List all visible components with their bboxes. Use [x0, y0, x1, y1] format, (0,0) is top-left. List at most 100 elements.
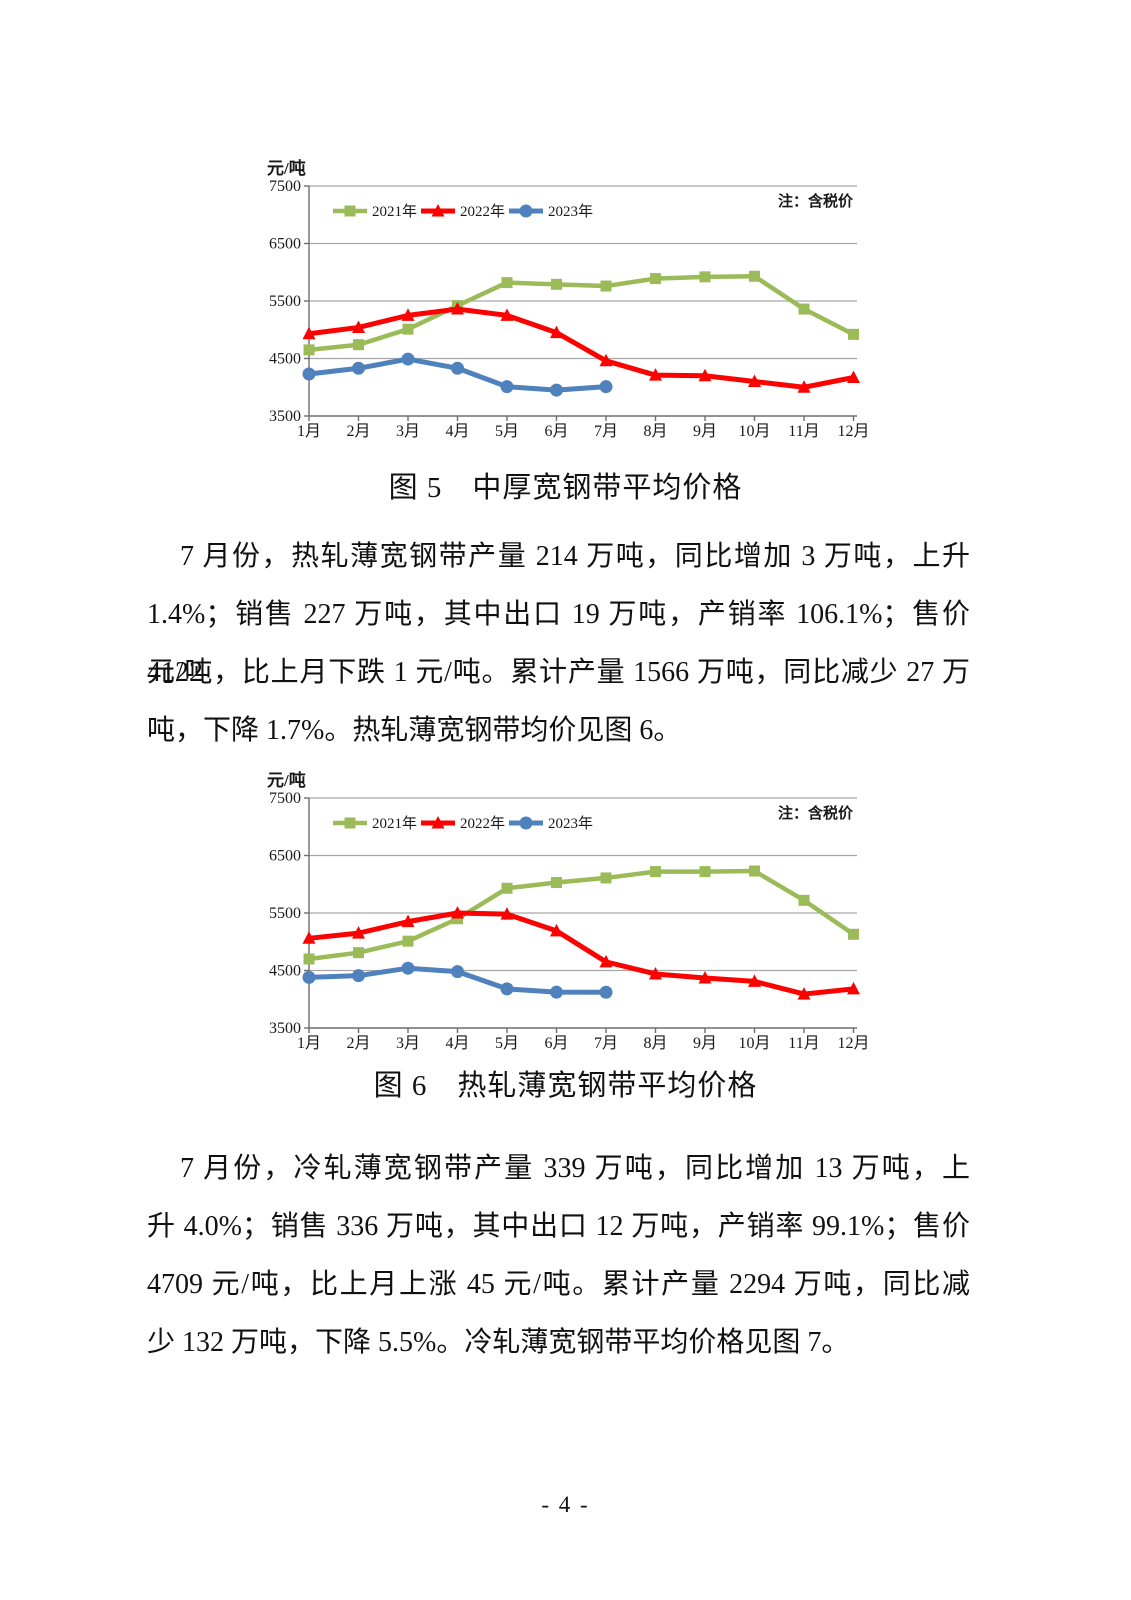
triangle-marker: [352, 926, 365, 939]
circle-marker: [451, 361, 464, 375]
square-marker: [551, 278, 562, 290]
square-marker: [353, 339, 364, 351]
legend-item-2022年: 2022年: [421, 203, 505, 220]
triangle-marker: [698, 368, 712, 382]
figure5-plot-area: 元/吨注：含税价 3500 4500 5500 6500 7500 1月 2月 3月 4月 5月 6月…: [267, 158, 868, 440]
square-marker: [798, 303, 810, 315]
legend-label: 2022年: [460, 815, 505, 832]
triangle-marker: [431, 204, 445, 217]
page-number: - 4 -: [541, 1492, 590, 1517]
square-marker: [501, 277, 513, 289]
circle-marker: [352, 969, 365, 983]
square-marker: [303, 344, 315, 356]
legend-label: 2021年: [372, 815, 417, 832]
circle-marker: [550, 985, 563, 999]
paragraph-line: 7 月份，热轧薄宽钢带产量 214 万吨，同比增加 3 万吨，上升: [180, 541, 970, 572]
figure5-caption-number: 图 5: [388, 472, 443, 504]
x-tick-label: 8月: [643, 423, 667, 440]
paragraph-hot-rolled: 7 月份，热轧薄宽钢带产量 214 万吨，同比增加 3 万吨，上升 1.4%；销…: [147, 528, 970, 760]
square-marker: [303, 953, 315, 965]
paragraph-line: 吨，下降 1.7%。热轧薄宽钢带均价见图 6。: [147, 715, 682, 746]
x-tick-label: 3月: [396, 423, 420, 440]
y-tick-label: 4500: [269, 351, 301, 368]
y-tick-label: 3500: [269, 408, 301, 425]
triangle-marker: [797, 987, 811, 1000]
triangle-marker: [550, 325, 563, 339]
triangle-marker: [550, 923, 563, 937]
square-marker: [551, 877, 562, 889]
x-tick-label: 6月: [544, 1035, 568, 1052]
triangle-marker: [599, 353, 613, 367]
circle-marker: [352, 361, 365, 375]
paragraph-line: 少 132 万吨，下降 5.5%。冷轧薄宽钢带平均价格见图 7。: [147, 1327, 850, 1358]
circle-marker: [451, 965, 464, 979]
series-2022年: [302, 906, 860, 1000]
paragraph-line: 元/吨，比上月下跌 1 元/吨。累计产量 1566 万吨，同比减少 27 万: [147, 657, 970, 688]
x-tick-label: 12月: [837, 1035, 868, 1052]
triangle-marker: [698, 970, 712, 984]
circle-marker: [599, 380, 613, 394]
square-marker: [749, 865, 760, 877]
x-tick-label: 6月: [544, 423, 568, 440]
x-tick-label: 12月: [837, 423, 868, 440]
figure5-chart: 元/吨 注：含税价 3500 4500 5500 6500 7500 1月 2月 3月 4月 5月 6月…: [253, 148, 868, 448]
legend-item-2021年: 2021年: [333, 203, 417, 220]
figure5-caption: 图 5 中厚宽钢带平均价格: [0, 464, 1131, 506]
paragraph-cold-rolled: 7 月份，冷轧薄宽钢带产量 339 万吨，同比增加 13 万吨，上 升 4.0%…: [147, 1140, 970, 1372]
triangle-marker: [451, 906, 464, 919]
y-tick-label: 7500: [269, 790, 301, 807]
x-tick-label: 8月: [643, 1035, 667, 1052]
triangle-marker: [500, 907, 514, 920]
triangle-marker: [352, 320, 365, 333]
triangle-marker: [797, 380, 811, 393]
square-marker: [600, 872, 612, 884]
circle-marker: [500, 380, 514, 394]
paragraph-line: 7 月份，冷轧薄宽钢带产量 339 万吨，同比增加 13 万吨，上: [180, 1153, 970, 1184]
y-tick-label: 7500: [269, 178, 301, 195]
circle-marker: [550, 383, 563, 397]
square-marker: [402, 935, 414, 947]
figure6-plot-area: 元/吨注：含税价 3500 4500 5500 6500 7500 1月 2月 3月 4月 5月 6月…: [267, 770, 868, 1052]
x-tick-label: 1月: [297, 423, 321, 440]
triangle-marker: [649, 966, 662, 980]
triangle-marker: [649, 368, 662, 381]
y-tick-label: 6500: [269, 848, 301, 865]
y-tick-label: 5500: [269, 905, 301, 922]
square-marker: [344, 817, 356, 829]
y-unit-label: 元/吨: [267, 770, 306, 790]
x-tick-label: 3月: [396, 1035, 420, 1052]
square-marker: [699, 866, 711, 878]
circle-marker: [401, 961, 415, 975]
square-marker: [402, 323, 414, 335]
circle-marker: [519, 204, 533, 218]
triangle-marker: [401, 914, 415, 928]
x-tick-label: 5月: [495, 1035, 519, 1052]
square-marker: [699, 271, 711, 283]
figure6-caption-title: 热轧薄宽钢带平均价格: [457, 1070, 758, 1102]
x-tick-label: 2月: [346, 1035, 370, 1052]
x-tick-label: 10月: [738, 1035, 770, 1052]
legend-item-2023年: 2023年: [509, 203, 593, 220]
circle-marker: [599, 985, 613, 999]
figure6-caption: 图 6 热轧薄宽钢带平均价格: [0, 1062, 1131, 1104]
paragraph-line: 4709 元/吨，比上月上涨 45 元/吨。累计产量 2294 万吨，同比减: [147, 1269, 970, 1300]
square-marker: [344, 205, 356, 217]
legend-label: 2021年: [372, 203, 417, 220]
y-tick-label: 6500: [269, 236, 301, 253]
x-tick-label: 4月: [445, 423, 469, 440]
figure6-chart: 元/吨 注：含税价 3500 4500 5500 6500 7500 1月 2月 3月 4月 5月 6月…: [253, 760, 868, 1060]
series-2023年: [302, 961, 613, 999]
x-tick-label: 7月: [594, 423, 618, 440]
triangle-marker: [302, 326, 316, 340]
triangle-marker: [748, 374, 761, 387]
circle-marker: [401, 352, 415, 366]
series-2021年: [303, 865, 859, 965]
square-marker: [650, 273, 661, 285]
circle-marker: [302, 970, 316, 984]
legend-item-2021年: 2021年: [333, 815, 417, 832]
tax-note: 注：含税价: [778, 192, 854, 210]
square-marker: [650, 866, 661, 878]
legend-label: 2022年: [460, 203, 505, 220]
triangle-marker: [401, 308, 415, 321]
series-2022年: [302, 302, 860, 393]
